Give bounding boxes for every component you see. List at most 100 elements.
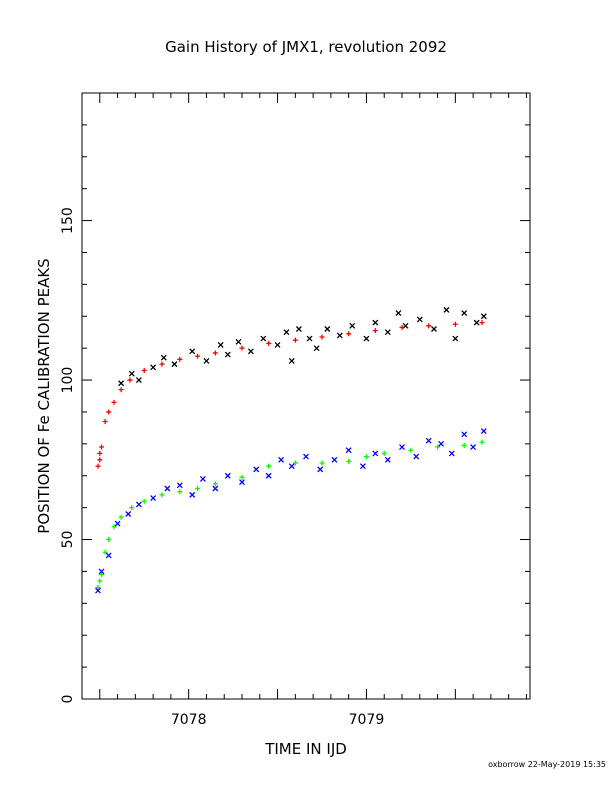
data-point bbox=[399, 444, 405, 450]
data-point bbox=[448, 450, 455, 457]
data-point bbox=[164, 485, 171, 492]
data-point bbox=[363, 454, 369, 460]
series-2 bbox=[95, 439, 485, 590]
data-point bbox=[349, 322, 356, 329]
data-point bbox=[118, 514, 124, 520]
data-point bbox=[98, 568, 105, 575]
data-point bbox=[203, 357, 210, 364]
data-point bbox=[461, 442, 467, 448]
data-point bbox=[239, 474, 245, 480]
data-point bbox=[189, 491, 196, 498]
data-point bbox=[408, 447, 414, 453]
data-point bbox=[345, 447, 352, 454]
y-tick-label: 0 bbox=[60, 695, 76, 704]
data-point bbox=[435, 444, 441, 450]
data-point bbox=[306, 335, 313, 342]
data-point bbox=[97, 450, 103, 456]
data-point bbox=[135, 501, 142, 508]
data-point bbox=[452, 335, 459, 342]
data-point bbox=[95, 463, 101, 469]
data-point bbox=[247, 348, 254, 355]
data-point bbox=[253, 466, 260, 473]
data-point bbox=[324, 326, 331, 332]
data-point bbox=[199, 475, 206, 482]
data-point bbox=[381, 450, 387, 456]
footer-credit: oxborrow 22-May-2019 15:35 bbox=[488, 760, 606, 769]
data-point bbox=[313, 345, 320, 352]
data-point bbox=[105, 552, 112, 559]
data-point bbox=[292, 460, 298, 466]
y-tick-label: 100 bbox=[60, 367, 76, 394]
data-point bbox=[452, 321, 458, 327]
data-point bbox=[461, 431, 468, 438]
data-point bbox=[128, 370, 135, 377]
data-point bbox=[416, 316, 423, 323]
data-point bbox=[212, 350, 218, 356]
data-point bbox=[265, 472, 272, 479]
data-point bbox=[473, 319, 480, 326]
data-point bbox=[480, 313, 487, 320]
data-point bbox=[331, 456, 338, 463]
data-point bbox=[274, 342, 281, 348]
data-point bbox=[160, 354, 167, 361]
data-point bbox=[336, 332, 343, 339]
data-point bbox=[239, 345, 245, 351]
data-point bbox=[288, 357, 295, 364]
data-point bbox=[99, 572, 105, 578]
data-point bbox=[150, 495, 157, 502]
x-tick-label: 7078 bbox=[171, 712, 207, 728]
data-point bbox=[239, 479, 245, 486]
data-point bbox=[303, 453, 309, 460]
data-point bbox=[141, 498, 147, 504]
data-point bbox=[480, 428, 487, 435]
data-point bbox=[292, 337, 298, 343]
data-point bbox=[470, 444, 477, 450]
data-point bbox=[159, 361, 165, 367]
data-point bbox=[150, 364, 157, 371]
data-point bbox=[97, 578, 103, 584]
data-point bbox=[384, 329, 391, 336]
data-point bbox=[372, 450, 379, 457]
chart-title: Gain History of JMX1, revolution 2092 bbox=[165, 38, 447, 56]
data-point bbox=[106, 537, 112, 543]
data-point bbox=[266, 340, 272, 346]
data-point bbox=[346, 458, 352, 464]
plot-frame bbox=[81, 92, 531, 700]
data-point bbox=[102, 419, 108, 425]
data-points bbox=[95, 306, 487, 594]
data-point bbox=[97, 457, 103, 463]
data-point bbox=[118, 387, 124, 393]
data-point bbox=[461, 310, 468, 317]
series-0 bbox=[95, 320, 485, 469]
y-tick-label: 50 bbox=[60, 531, 76, 549]
data-point bbox=[224, 472, 231, 479]
data-point bbox=[135, 377, 142, 384]
data-point bbox=[111, 399, 117, 405]
x-tick-label: 7079 bbox=[349, 712, 385, 728]
data-point bbox=[159, 492, 165, 498]
data-point bbox=[195, 353, 201, 359]
data-point bbox=[177, 356, 183, 362]
data-point bbox=[212, 481, 218, 487]
data-point bbox=[95, 584, 101, 590]
data-point bbox=[176, 482, 183, 489]
data-point bbox=[114, 520, 121, 527]
data-point bbox=[319, 460, 325, 466]
data-point bbox=[438, 440, 445, 447]
data-point bbox=[479, 320, 485, 326]
data-point bbox=[224, 351, 231, 358]
data-point bbox=[141, 367, 147, 373]
axis-ticks bbox=[81, 92, 530, 700]
data-point bbox=[111, 524, 117, 530]
data-point bbox=[363, 335, 370, 342]
data-point bbox=[384, 456, 391, 463]
data-point bbox=[413, 453, 420, 460]
series-1 bbox=[118, 306, 487, 387]
data-point bbox=[171, 361, 178, 368]
y-tick-label: 150 bbox=[60, 207, 76, 234]
data-point bbox=[127, 377, 133, 383]
data-point bbox=[129, 505, 135, 511]
data-point bbox=[402, 322, 409, 329]
series-3 bbox=[95, 428, 487, 594]
